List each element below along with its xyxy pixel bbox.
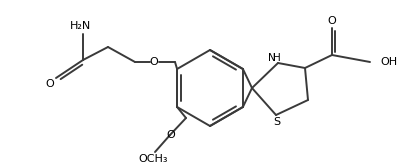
Text: H: H [272,53,280,63]
Text: OH: OH [379,57,396,67]
Text: O: O [166,130,175,140]
Text: S: S [273,117,280,127]
Text: OCH₃: OCH₃ [138,154,167,164]
Text: O: O [45,79,54,89]
Text: O: O [149,57,158,67]
Text: H₂N: H₂N [70,21,91,31]
Text: O: O [327,16,335,26]
Text: N: N [267,53,275,63]
